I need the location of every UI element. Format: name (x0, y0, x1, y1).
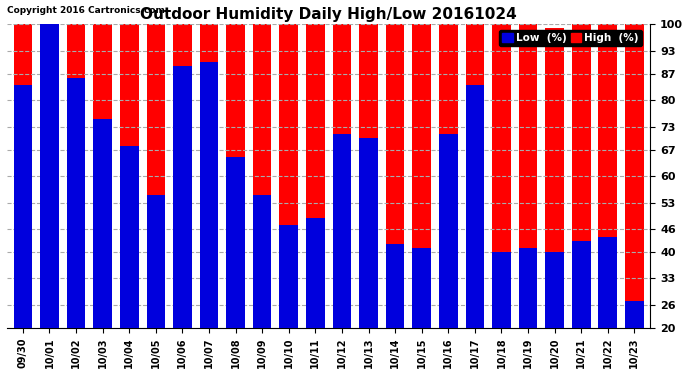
Bar (253, 195, 271, 328)
Bar (199, 0, 218, 328)
Bar (173, 0, 192, 328)
Bar (625, 0, 644, 328)
Bar (120, 146, 139, 328)
Bar (359, 0, 378, 328)
Bar (306, 218, 325, 328)
Bar (466, 0, 484, 328)
Bar (279, 0, 298, 328)
Bar (439, 0, 457, 328)
Bar (545, 28, 564, 328)
Bar (519, 6, 538, 328)
Bar (253, 0, 271, 328)
Bar (466, 85, 484, 328)
Bar (492, 252, 511, 328)
Bar (625, 301, 644, 328)
Bar (40, 24, 59, 328)
Bar (199, 62, 218, 328)
Bar (545, 252, 564, 328)
Bar (279, 225, 298, 328)
Bar (386, 0, 404, 328)
Bar (40, 0, 59, 328)
Bar (93, 0, 112, 328)
Bar (333, 0, 351, 328)
Bar (572, 240, 591, 328)
Bar (413, 248, 431, 328)
Bar (67, 78, 86, 328)
Bar (519, 248, 538, 328)
Bar (386, 244, 404, 328)
Bar (333, 134, 351, 328)
Bar (14, 0, 32, 328)
Bar (173, 66, 192, 328)
Bar (14, 85, 32, 328)
Bar (120, 0, 139, 328)
Bar (226, 0, 245, 328)
Bar (67, 0, 86, 328)
Bar (306, 0, 325, 328)
Bar (413, 0, 431, 328)
Bar (146, 195, 165, 328)
Bar (146, 0, 165, 328)
Bar (359, 138, 378, 328)
Bar (572, 0, 591, 328)
Bar (93, 119, 112, 328)
Bar (598, 237, 617, 328)
Bar (226, 157, 245, 328)
Text: Copyright 2016 Cartronics.com: Copyright 2016 Cartronics.com (7, 6, 165, 15)
Title: Outdoor Humidity Daily High/Low 20161024: Outdoor Humidity Daily High/Low 20161024 (140, 7, 517, 22)
Bar (598, 0, 617, 328)
Bar (492, 0, 511, 328)
Legend: Low  (%), High  (%): Low (%), High (%) (499, 30, 642, 46)
Bar (439, 134, 457, 328)
